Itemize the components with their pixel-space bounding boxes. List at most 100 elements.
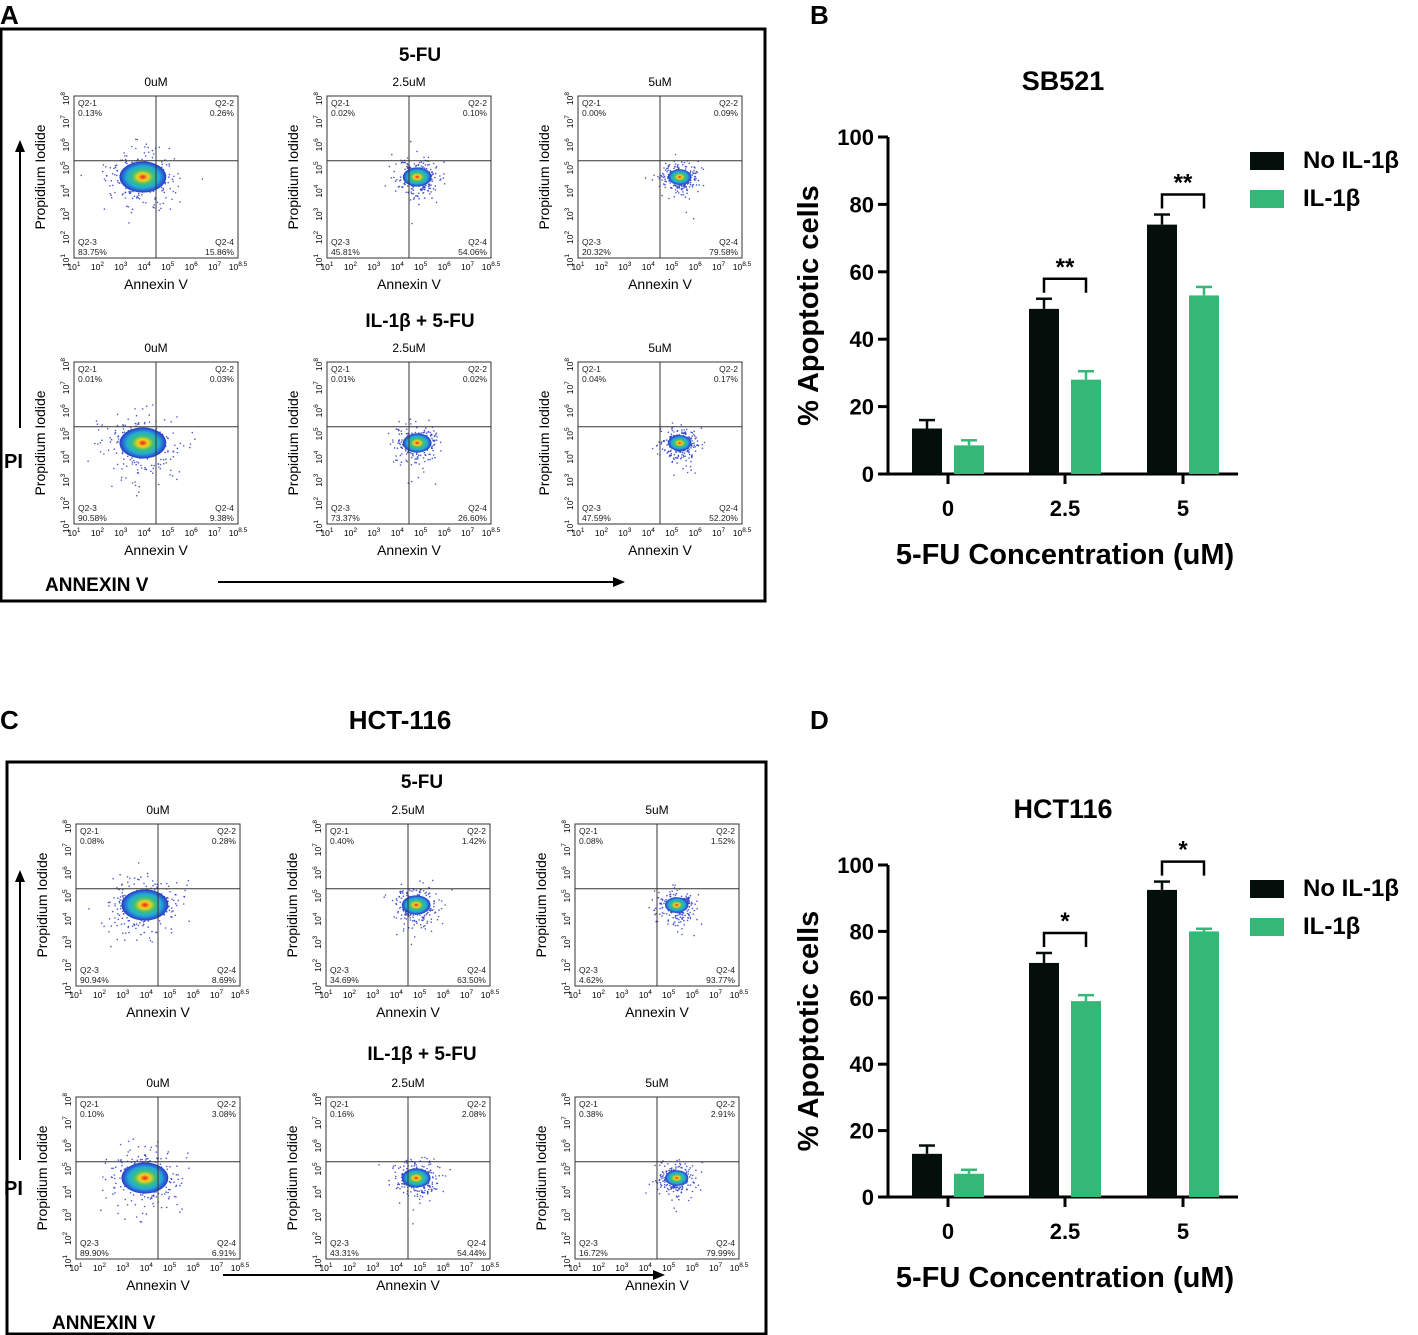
scatter-dot — [396, 899, 398, 902]
scatter-dot — [119, 1177, 121, 1179]
scatter-dot — [126, 155, 128, 157]
scatter-dot — [645, 1192, 647, 1194]
scatter-dot — [684, 1162, 686, 1165]
scatter-dot — [149, 1160, 151, 1162]
x-tick-exponent: 4 — [400, 261, 404, 268]
scatter-dot — [415, 453, 418, 456]
scatter-dot — [417, 164, 420, 167]
scatter-dot — [126, 205, 128, 207]
y-tick-label: 102 — [62, 1231, 73, 1244]
y-tick-label: 107 — [564, 381, 575, 394]
scatter-dot — [383, 896, 386, 898]
scatter-dot — [99, 451, 102, 453]
scatter-dot — [397, 442, 399, 444]
scatter-dot — [396, 459, 399, 462]
scatter-dot — [114, 429, 117, 432]
y-axis-label: Propidium Iodide — [34, 852, 50, 957]
y-tick-exponent: 4 — [60, 184, 67, 188]
scatter-dot — [179, 177, 181, 180]
x-tick-exponent: 2 — [601, 989, 605, 996]
legend-swatch — [1250, 918, 1284, 936]
y-tick-label: 106 — [564, 404, 575, 417]
bar — [1029, 308, 1059, 474]
y-tick-exponent: 6 — [313, 404, 320, 408]
x-tick-exponent: 5 — [675, 527, 679, 534]
scatter-dot — [147, 926, 149, 928]
y-tick-exponent: 1 — [313, 254, 320, 258]
scatter-dot — [163, 458, 165, 461]
scatter-dot — [399, 464, 402, 466]
scatter-dot — [427, 189, 429, 192]
x-tick-exponent: 6 — [196, 989, 200, 996]
scatter-dot — [132, 1194, 135, 1196]
scatter-dot — [103, 925, 105, 928]
scatter-dot — [423, 914, 426, 917]
scatter-dot — [428, 914, 431, 916]
scatter-dot — [682, 454, 685, 457]
scatter-dot — [693, 430, 695, 433]
x-tick-exponent: 5 — [423, 989, 427, 996]
scatter-dot — [440, 907, 443, 910]
scatter-dot — [422, 890, 425, 892]
scatter-dot — [690, 469, 692, 471]
scatter-dot — [174, 191, 177, 194]
scatter-dot — [689, 1184, 692, 1186]
scatter-dot — [668, 1169, 670, 1172]
y-axis-label: Propidium Iodide — [32, 390, 48, 495]
scatter-dot — [393, 916, 396, 918]
scatter-dot — [129, 459, 132, 461]
scatter-dot — [131, 161, 133, 164]
scatter-dot — [395, 917, 398, 919]
scatter-dot — [162, 202, 165, 205]
x-tick-exponent: 3 — [625, 1262, 629, 1269]
scatter-dot — [130, 190, 132, 193]
scatter-dot — [428, 1171, 431, 1173]
x-tick-label: 101 — [320, 261, 333, 272]
x-tick-exponent: 7 — [721, 527, 725, 534]
scatter-dot — [436, 436, 438, 438]
scatter-dot — [687, 896, 690, 899]
scatter-dot — [405, 433, 408, 435]
x-tick-label: 101 — [69, 1262, 82, 1273]
x-tick-label: 104 — [390, 989, 403, 1000]
scatter-dot — [391, 899, 394, 902]
scatter-dot — [143, 1154, 146, 1157]
scatter-dot — [430, 434, 432, 436]
x-tick-label: 104 — [639, 989, 652, 1000]
scatter-dot — [101, 1189, 104, 1192]
scatter-dot — [122, 463, 125, 465]
plot-dose-label: 2.5uM — [392, 341, 425, 355]
scatter-dot — [109, 901, 111, 903]
quadrant-percent: 93.77% — [706, 975, 735, 985]
scatter-dot — [423, 918, 425, 920]
x-tick-exponent: 1 — [77, 261, 81, 268]
x-tick-exponent: 5 — [672, 1262, 676, 1269]
legend-label: IL-1β — [1303, 185, 1360, 212]
scatter-dot — [673, 474, 675, 477]
scatter-dot — [166, 1206, 168, 1209]
scatter-dot — [689, 183, 692, 186]
y-tick-label: 104 — [60, 184, 71, 197]
scatter-dot — [112, 910, 114, 913]
scatter-dot — [680, 457, 682, 460]
scatter-dot — [419, 454, 422, 457]
bar — [1147, 224, 1177, 474]
scatter-dot — [435, 1178, 437, 1180]
scatter-dot — [121, 468, 123, 470]
scatter-dot — [116, 938, 119, 941]
scatter-dot — [424, 164, 427, 166]
scatter-dot — [691, 186, 694, 188]
scatter-dot — [175, 1196, 177, 1198]
scatter-dot — [415, 458, 418, 460]
scatter-dot — [135, 147, 137, 150]
scatter-dot — [401, 186, 404, 188]
x-tick-exponent: 7 — [469, 1262, 473, 1269]
x-tick-label: 108.5 — [481, 989, 500, 1000]
y-tick-exponent: 7 — [561, 1116, 568, 1120]
scatter-dot — [437, 915, 440, 918]
scatter-dot — [143, 931, 146, 934]
scatter-dot — [416, 1193, 419, 1196]
scatter-dot — [664, 169, 667, 171]
x-tick-label: 104 — [138, 527, 151, 538]
scatter-dot — [129, 192, 131, 195]
